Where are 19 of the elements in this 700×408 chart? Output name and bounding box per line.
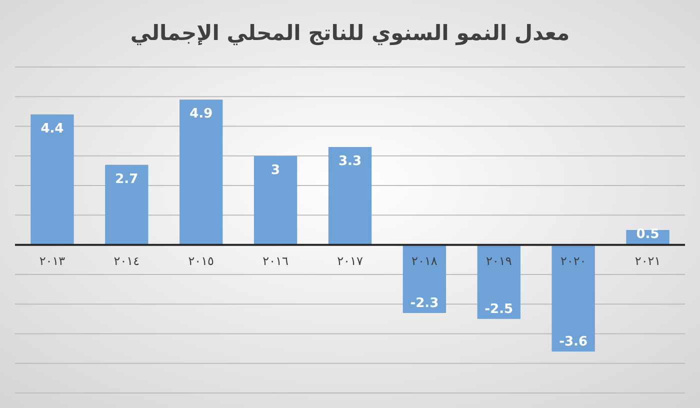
- x-tick-label: ٢٠١٧: [337, 254, 364, 268]
- data-label: 0.5: [636, 227, 660, 242]
- data-label: 4.9: [190, 106, 213, 122]
- data-label: 4.4: [40, 121, 64, 136]
- x-tick-label: ٢٠٢٠: [560, 254, 586, 268]
- x-tick-label: ٢٠١٦: [262, 254, 288, 268]
- data-label: 2.7: [115, 172, 138, 187]
- x-tick-label: ٢٠١٩: [486, 254, 512, 268]
- x-tick-label: ٢٠١٤: [114, 254, 140, 268]
- x-tick-label: ٢٠٢١: [634, 254, 661, 268]
- data-label: -2.3: [410, 296, 439, 311]
- data-label: -2.5: [484, 302, 514, 317]
- data-label: 3: [271, 162, 280, 178]
- x-tick-label: ٢٠١٥: [188, 254, 214, 268]
- x-tick-label: ٢٠١٣: [39, 254, 66, 268]
- data-label: 3.3: [338, 154, 362, 170]
- data-label: -3.6: [559, 334, 588, 350]
- x-tick-label: ٢٠١٨: [412, 254, 438, 268]
- chart-title: معدل النمو السنوي للناتج المحلي الإجمالي: [130, 21, 570, 46]
